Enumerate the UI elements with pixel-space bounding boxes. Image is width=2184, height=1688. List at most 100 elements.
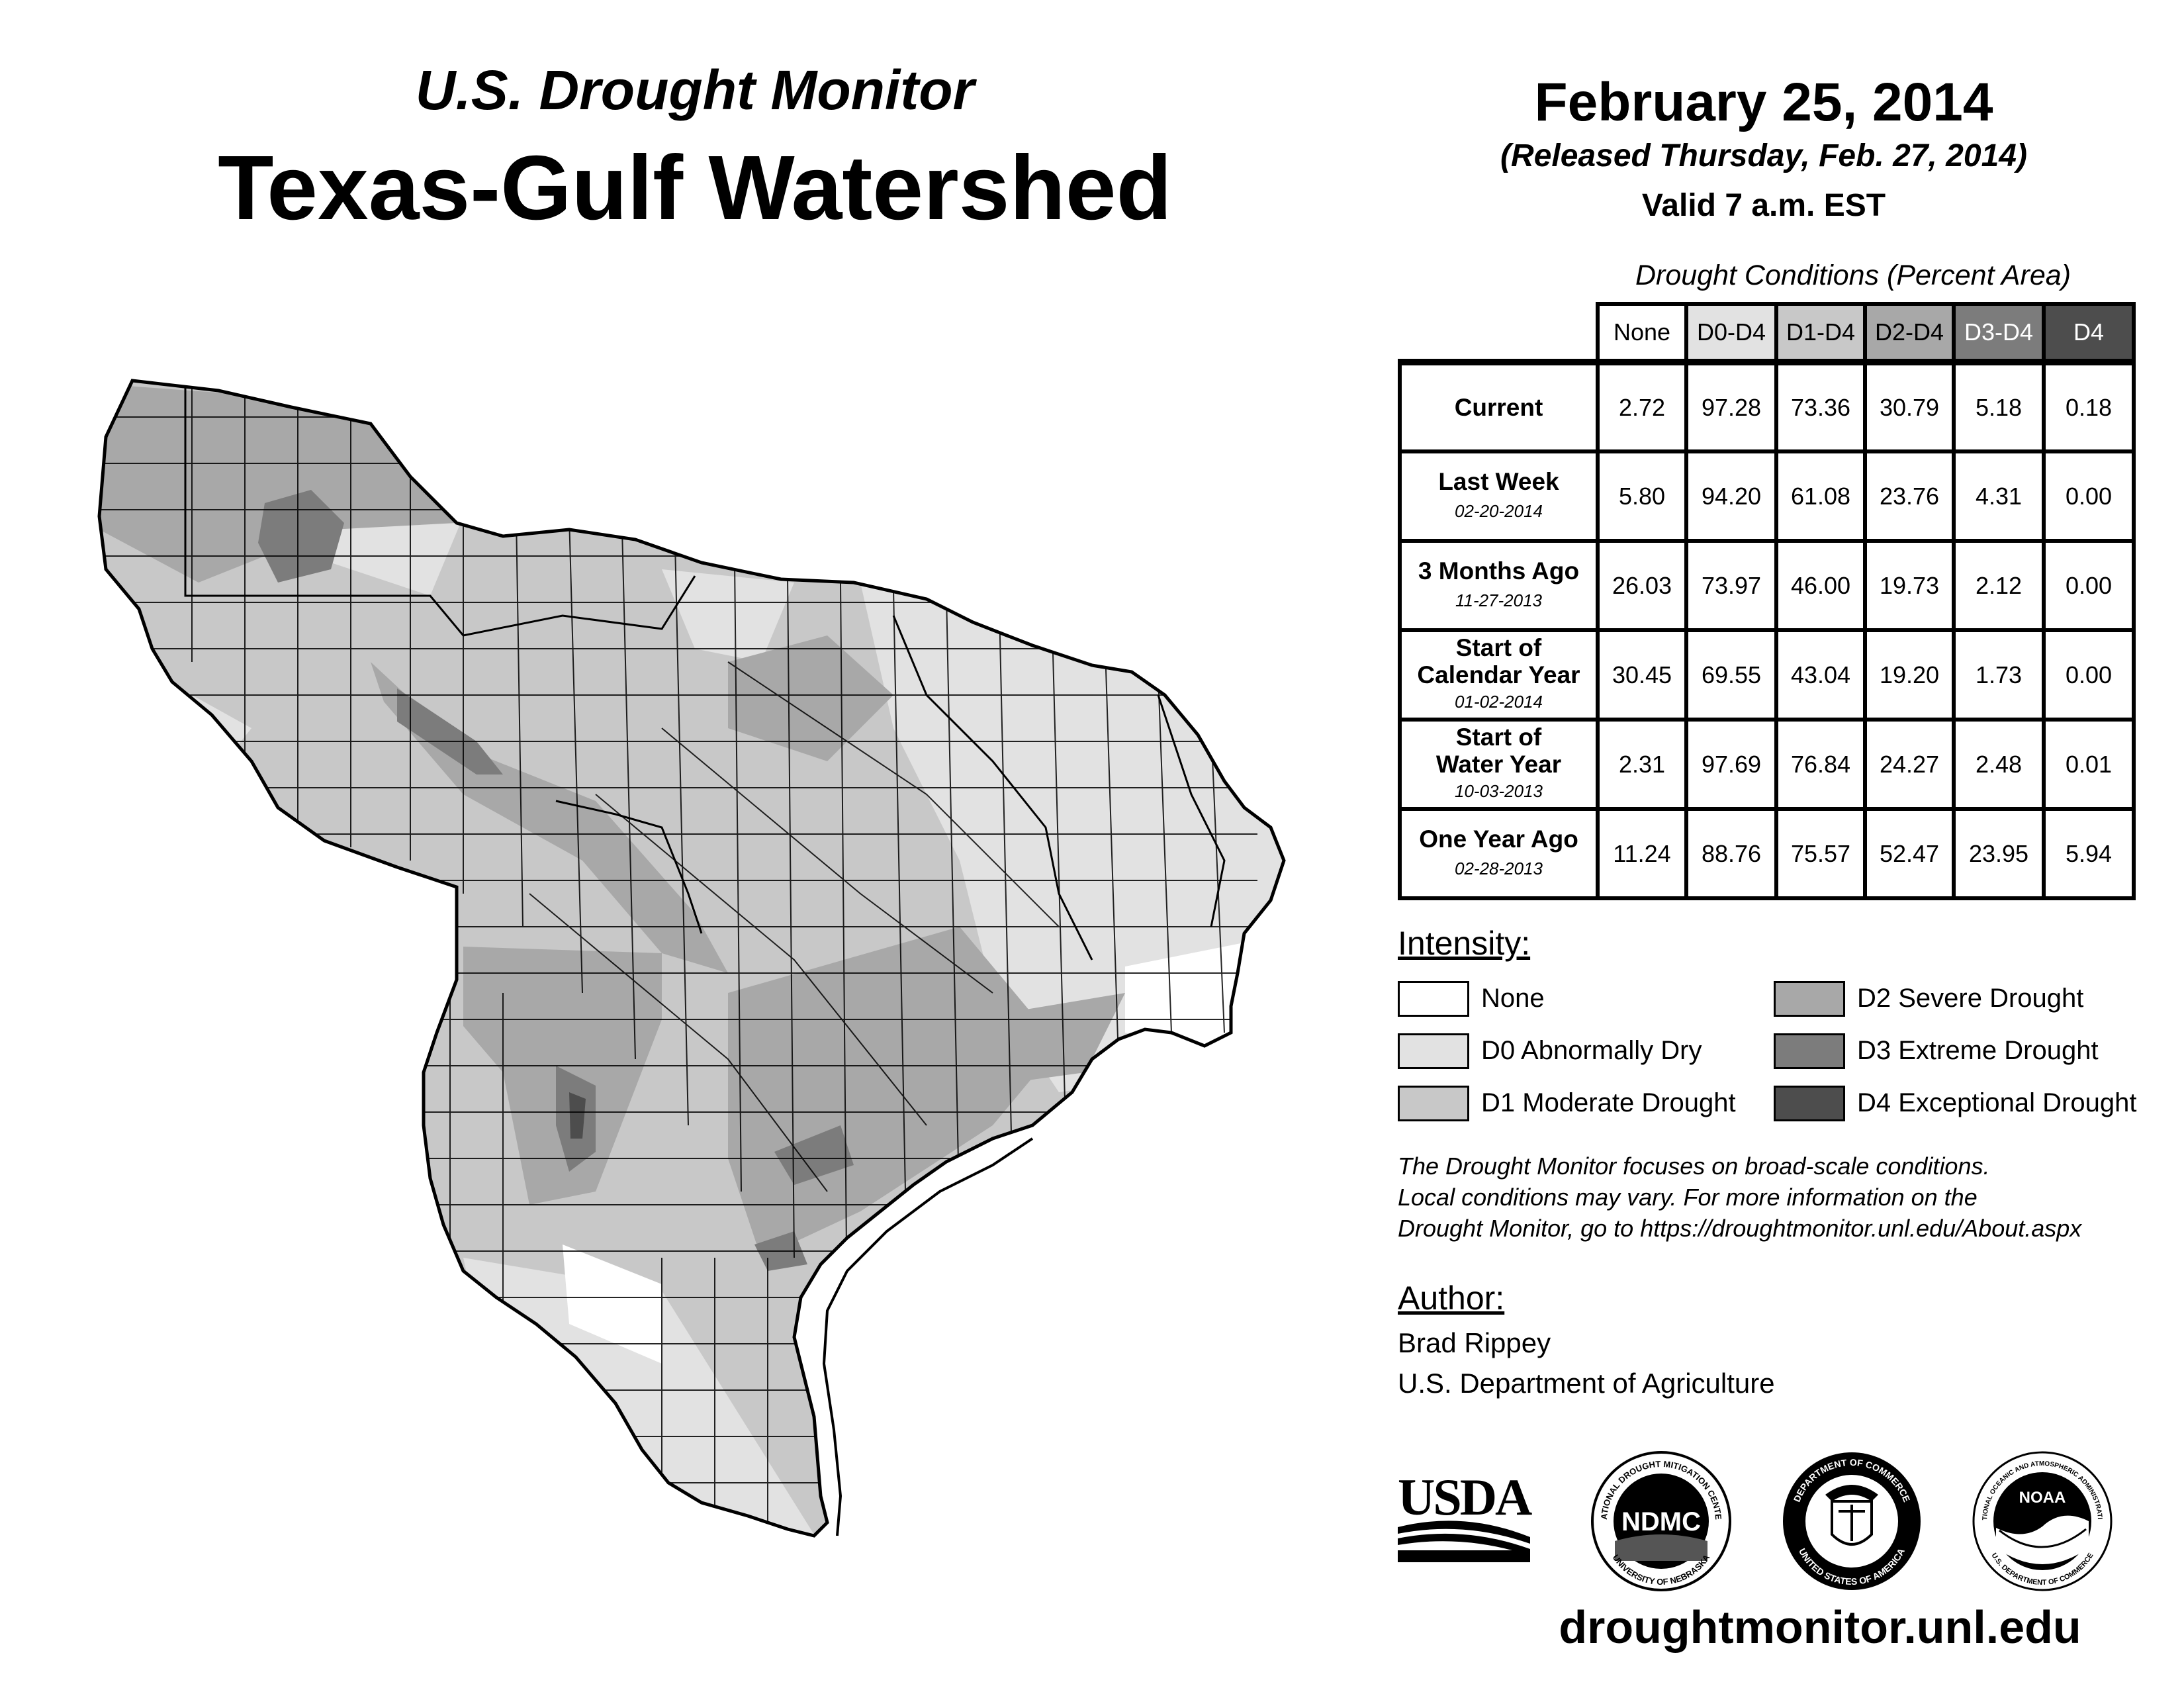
row-date: 02-28-2013 [1455, 858, 1543, 878]
row-label-line1: Start of [1455, 634, 1542, 661]
table-cell: 24.27 [1863, 718, 1956, 811]
table-cell: 2.31 [1596, 718, 1688, 811]
author-name: Brad Rippey [1398, 1327, 1551, 1358]
watershed-drought-map [0, 0, 1324, 1589]
table-cell: 30.79 [1863, 360, 1956, 453]
legend-label: None [1481, 984, 1545, 1013]
col-header-d1-d4: D1-D4 [1774, 302, 1867, 364]
legend-swatch [1398, 981, 1469, 1017]
map-subtitle: U.S. Drought Monitor [415, 59, 975, 121]
table-cell: 5.80 [1596, 449, 1688, 543]
table-cell: 1.73 [1952, 628, 2046, 722]
legend-swatch [1774, 1033, 1845, 1069]
ndmc-logo: NDMC NATIONAL DROUGHT MITIGATION CENTER … [1588, 1448, 1731, 1591]
table-row-start-water-year: Start of Water Year 10-03-2013 2.31 97.69 … [1398, 718, 2136, 811]
table-cell: 94.20 [1684, 449, 1778, 543]
row-label-text: One Year Ago [1419, 825, 1578, 853]
table-cell: 5.94 [2042, 807, 2136, 900]
row-label: Last Week 02-20-2014 [1398, 449, 1600, 543]
release-date: (Released Thursday, Feb. 27, 2014) [1500, 138, 2027, 173]
table-cell: 43.04 [1774, 628, 1867, 722]
table-title: Drought Conditions (Percent Area) [1635, 259, 2071, 291]
header-blank-cell [1400, 304, 1598, 362]
drought-stats-table: None D0-D4 D1-D4 D2-D4 D3-D4 D4 Current … [1398, 302, 2136, 900]
table-cell: 0.01 [2042, 718, 2136, 811]
table-cell: 30.45 [1596, 628, 1688, 722]
col-header-d2-d4: D2-D4 [1863, 302, 1956, 364]
table-cell: 75.57 [1774, 807, 1867, 900]
author-heading: Author: [1398, 1280, 1505, 1317]
row-label: Current [1398, 360, 1600, 453]
row-label: Start of Calendar Year 01-02-2014 [1398, 628, 1600, 722]
table-cell: 52.47 [1863, 807, 1956, 900]
row-label-line2: Calendar Year [1417, 661, 1580, 688]
note-line: Drought Monitor, go to https://droughtmo… [1398, 1215, 2082, 1242]
table-row-start-calendar-year: Start of Calendar Year 01-02-2014 30.45 69… [1398, 628, 2136, 722]
ndmc-logo-text: NDMC [1621, 1507, 1701, 1536]
map-title: Texas-Gulf Watershed [218, 137, 1172, 239]
legend-label: D1 Moderate Drought [1481, 1088, 1736, 1117]
author-block: Brad Rippey U.S. Department of Agricultu… [1398, 1323, 1775, 1403]
table-cell: 2.12 [1952, 539, 2046, 632]
table-cell: 23.76 [1863, 449, 1956, 543]
table-cell: 23.95 [1952, 807, 2046, 900]
legend-swatch [1774, 981, 1845, 1017]
legend-label: D3 Extreme Drought [1857, 1036, 2099, 1065]
legend-label: D0 Abnormally Dry [1481, 1036, 1702, 1065]
row-date: 01-02-2014 [1455, 692, 1543, 712]
footer-url-link[interactable]: droughtmonitor.unl.edu [1559, 1601, 2081, 1653]
valid-time: Valid 7 a.m. EST [1641, 188, 1886, 223]
table-cell: 61.08 [1774, 449, 1867, 543]
row-date: 11-27-2013 [1455, 590, 1543, 610]
table-cell: 88.76 [1684, 807, 1778, 900]
row-label-text: 3 Months Ago [1418, 557, 1580, 585]
table-cell: 97.69 [1684, 718, 1778, 811]
valid-date: February 25, 2014 [1534, 72, 1993, 132]
row-date: 10-03-2013 [1455, 781, 1543, 801]
usda-logo: USDA [1398, 1468, 1534, 1562]
legend-swatch [1774, 1086, 1845, 1121]
table-cell: 73.97 [1684, 539, 1778, 632]
note-line: The Drought Monitor focuses on broad-sca… [1398, 1152, 1990, 1180]
legend-swatch [1398, 1033, 1469, 1069]
legend-title: Intensity: [1398, 925, 1531, 962]
table-cell: 46.00 [1774, 539, 1867, 632]
col-header-none: None [1596, 302, 1688, 364]
col-header-d4: D4 [2042, 302, 2136, 364]
table-cell: 11.24 [1596, 807, 1688, 900]
table-cell: 73.36 [1774, 360, 1867, 453]
usda-logo-text: USDA [1398, 1468, 1532, 1526]
legend-label: D4 Exceptional Drought [1857, 1088, 2137, 1117]
noaa-logo-text: NOAA [2019, 1489, 2066, 1507]
table-row-current: Current 2.72 97.28 73.36 30.79 5.18 0.18 [1398, 360, 2136, 453]
table-cell: 69.55 [1684, 628, 1778, 722]
table-cell: 97.28 [1684, 360, 1778, 453]
row-label-text: Last Week [1438, 467, 1559, 495]
table-cell: 19.73 [1863, 539, 1956, 632]
table-cell: 2.48 [1952, 718, 2046, 811]
table-row-3-months-ago: 3 Months Ago 11-27-2013 26.03 73.97 46.00… [1398, 539, 2136, 632]
table-cell: 2.72 [1596, 360, 1688, 453]
table-row-last-week: Last Week 02-20-2014 5.80 94.20 61.08 23.… [1398, 449, 2136, 543]
col-header-d3-d4: D3-D4 [1952, 302, 2046, 364]
table-cell: 5.18 [1952, 360, 2046, 453]
row-label: Start of Water Year 10-03-2013 [1398, 718, 1600, 811]
commerce-seal-logo: DEPARTMENT OF COMMERCE UNITED STATES OF … [1783, 1452, 1921, 1590]
table-cell: 0.00 [2042, 539, 2136, 632]
row-label-line2: Water Year [1435, 751, 1562, 778]
legend-swatch [1398, 1086, 1469, 1121]
table-cell: 0.00 [2042, 449, 2136, 543]
table-cell: 19.20 [1863, 628, 1956, 722]
note-line: Local conditions may vary. For more info… [1398, 1184, 1978, 1211]
table-cell: 0.00 [2042, 628, 2136, 722]
table-cell: 26.03 [1596, 539, 1688, 632]
author-org: U.S. Department of Agriculture [1398, 1368, 1775, 1399]
disclaimer-note: The Drought Monitor focuses on broad-sca… [1398, 1150, 2081, 1244]
col-header-d0-d4: D0-D4 [1684, 302, 1778, 364]
table-header-row: None D0-D4 D1-D4 D2-D4 D3-D4 D4 [1400, 302, 2136, 364]
table-cell: 4.31 [1952, 449, 2046, 543]
table-row-one-year-ago: One Year Ago 02-28-2013 11.24 88.76 75.57… [1398, 807, 2136, 900]
row-label: 3 Months Ago 11-27-2013 [1398, 539, 1600, 632]
row-label-line1: Start of [1455, 724, 1542, 751]
row-label: One Year Ago 02-28-2013 [1398, 807, 1600, 900]
